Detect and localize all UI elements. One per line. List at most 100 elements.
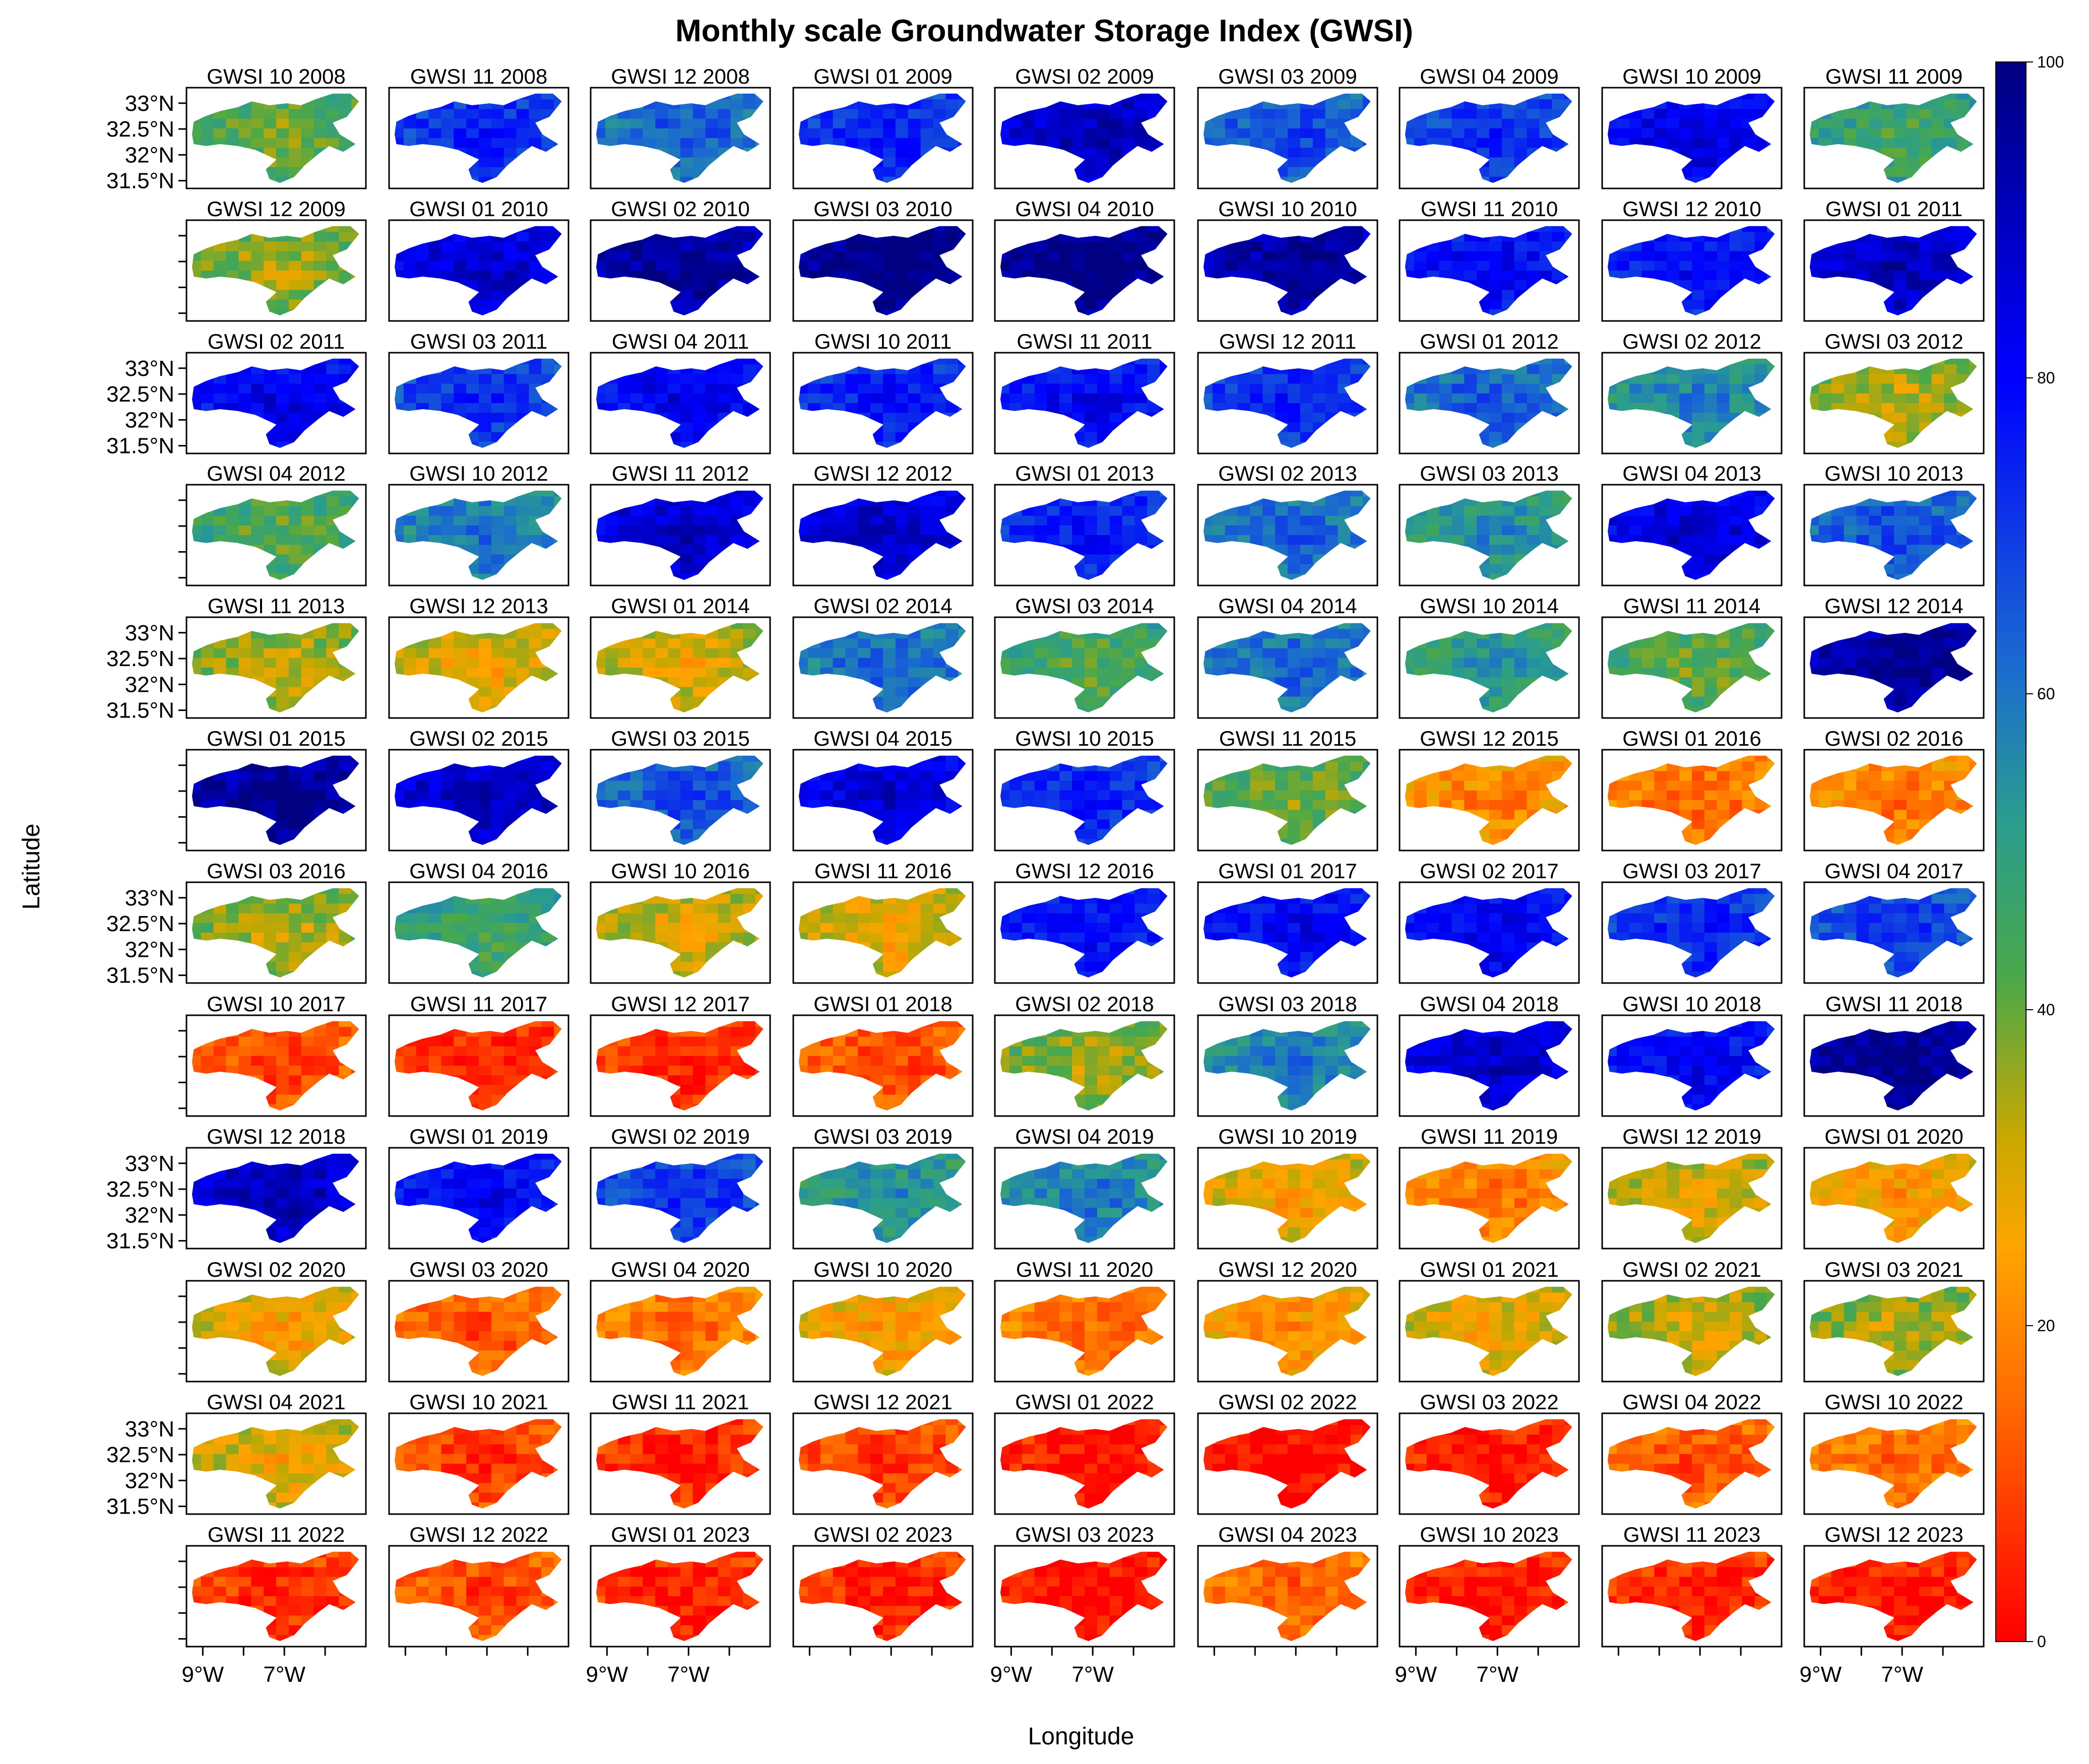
panel-frame — [1803, 87, 1985, 189]
map-panel: GWSI 02 2018 — [994, 992, 1175, 1117]
panel-frame — [1601, 87, 1783, 189]
map-panel: GWSI 11 2015 — [1197, 727, 1378, 852]
y-tick-label: 33°N — [125, 886, 174, 910]
panel-frame — [1399, 352, 1580, 454]
panel-title: GWSI 02 2022 — [1218, 1390, 1357, 1414]
map-panel: GWSI 12 2018 — [185, 1125, 367, 1250]
map-panel: GWSI 01 2018 — [792, 992, 974, 1117]
map-panel: GWSI 04 2020 — [590, 1258, 771, 1383]
panel-frame — [388, 1014, 569, 1117]
colorbar: 0 20 40 60 80 100 — [1995, 53, 2064, 1651]
panel-title: GWSI 02 2009 — [1015, 64, 1154, 88]
panel-title: GWSI 04 2014 — [1218, 594, 1357, 618]
y-tick-label: 31.5°N — [106, 434, 174, 459]
panel-title: GWSI 01 2011 — [1825, 197, 1963, 221]
map-panel: GWSI 12 2010 — [1601, 197, 1783, 322]
y-tick-label: 31.5°N — [106, 169, 174, 193]
panel-frame — [185, 1545, 367, 1648]
map-panel: GWSI 02 2017 — [1399, 859, 1580, 984]
y-tick-label: 32.5°N — [106, 646, 174, 671]
map-panel: GWSI 11 2008 — [388, 64, 569, 189]
panel-frame — [1399, 87, 1580, 189]
x-tick-label: 7°W — [667, 1662, 710, 1687]
panel-frame — [1399, 749, 1580, 852]
map-panel: GWSI 12 2012 — [792, 462, 974, 586]
map-panel: GWSI 10 2014 — [1399, 594, 1580, 719]
panel-title: GWSI 10 2009 — [1622, 64, 1761, 88]
y-tick-label: 31.5°N — [106, 698, 174, 723]
panel-title: GWSI 01 2023 — [611, 1523, 749, 1546]
map-panel: GWSI 04 2023 — [1197, 1523, 1378, 1648]
map-panel: GWSI 04 2019 — [994, 1125, 1175, 1250]
map-panel: GWSI 01 2019 — [388, 1125, 569, 1250]
map-panel: GWSI 11 2023 — [1601, 1523, 1783, 1648]
panel-title: GWSI 01 2013 — [1015, 462, 1154, 485]
map-panel: GWSI 12 2013 — [388, 594, 569, 719]
panel-title: GWSI 10 2014 — [1420, 594, 1558, 618]
map-panel: GWSI 04 2009 — [1399, 64, 1580, 189]
panel-title: GWSI 10 2015 — [1015, 727, 1154, 750]
map-panel: GWSI 03 2009 — [1197, 64, 1378, 189]
panel-frame — [1399, 616, 1580, 719]
map-panel: GWSI 10 2020 — [792, 1258, 974, 1383]
panel-frame — [590, 484, 771, 586]
panel-title: GWSI 02 2019 — [611, 1125, 749, 1148]
panel-frame — [590, 1412, 771, 1515]
y-tick-label: 33°N — [125, 1417, 174, 1442]
panel-title: GWSI 02 2010 — [611, 197, 749, 221]
panel-title: GWSI 03 2014 — [1015, 594, 1154, 618]
panel-title: GWSI 10 2017 — [207, 992, 345, 1016]
map-panel: GWSI 10 2010 — [1197, 197, 1378, 322]
panel-title: GWSI 04 2022 — [1622, 1390, 1761, 1414]
panel-frame — [185, 616, 367, 719]
panel-frame — [1601, 616, 1783, 719]
panel-title: GWSI 04 2010 — [1015, 197, 1154, 221]
panel-frame — [1197, 87, 1378, 189]
panel-title: GWSI 12 2010 — [1622, 197, 1761, 221]
panel-frame — [1601, 219, 1783, 322]
panel-frame — [1197, 1280, 1378, 1383]
map-panel: GWSI 01 2022 — [994, 1390, 1175, 1515]
y-tick-label: 32°N — [125, 1468, 174, 1493]
colorbar-tick-label: 80 — [2037, 369, 2055, 387]
panel-frame — [1197, 881, 1378, 984]
map-panel: GWSI 12 2014 — [1803, 594, 1985, 719]
panel-title: GWSI 04 2009 — [1420, 64, 1558, 88]
panel-frame — [388, 616, 569, 719]
map-panel: GWSI 11 2017 — [388, 992, 569, 1117]
map-panel: GWSI 02 2011 — [185, 330, 367, 454]
map-panel: GWSI 10 2022 — [1803, 1390, 1985, 1515]
panel-title: GWSI 04 2017 — [1824, 859, 1963, 883]
panel-frame — [185, 749, 367, 852]
panel-title: GWSI 04 2021 — [207, 1390, 345, 1414]
panel-title: GWSI 04 2011 — [612, 330, 749, 353]
map-panel: GWSI 02 2013 — [1197, 462, 1378, 586]
panel-title: GWSI 10 2018 — [1622, 992, 1761, 1016]
panel-title: GWSI 03 2012 — [1824, 330, 1963, 353]
panel-grid: GWSI 10 2008 GWSI 11 2008 GWSI 12 2008 GWSI… — [185, 64, 1985, 1648]
colorbar-tick-label: 20 — [2037, 1317, 2055, 1335]
panel-title: GWSI 04 2016 — [409, 859, 548, 883]
y-axis-label: Latitude — [18, 824, 45, 910]
map-panel: GWSI 12 2021 — [792, 1390, 974, 1515]
panel-frame — [1197, 1147, 1378, 1250]
map-panel: GWSI 01 2016 — [1601, 727, 1783, 852]
map-panel: GWSI 11 2019 — [1399, 1125, 1580, 1250]
y-tick-label: 33°N — [125, 91, 174, 116]
panel-frame — [1601, 749, 1783, 852]
map-panel: GWSI 02 2021 — [1601, 1258, 1783, 1383]
panel-frame — [792, 484, 974, 586]
colorbar-scale — [1995, 61, 2027, 1642]
map-panel: GWSI 11 2018 — [1803, 992, 1985, 1117]
panel-title: GWSI 02 2020 — [207, 1258, 345, 1281]
panel-frame — [1601, 1280, 1783, 1383]
map-panel: GWSI 01 2021 — [1399, 1258, 1580, 1383]
panel-title: GWSI 03 2017 — [1622, 859, 1761, 883]
map-panel: GWSI 10 2021 — [388, 1390, 569, 1515]
map-panel: GWSI 01 2009 — [792, 64, 974, 189]
panel-title: GWSI 04 2015 — [813, 727, 952, 750]
panel-frame — [994, 749, 1175, 852]
panel-frame — [388, 219, 569, 322]
panel-title: GWSI 04 2013 — [1622, 462, 1761, 485]
panel-title: GWSI 12 2017 — [611, 992, 749, 1016]
